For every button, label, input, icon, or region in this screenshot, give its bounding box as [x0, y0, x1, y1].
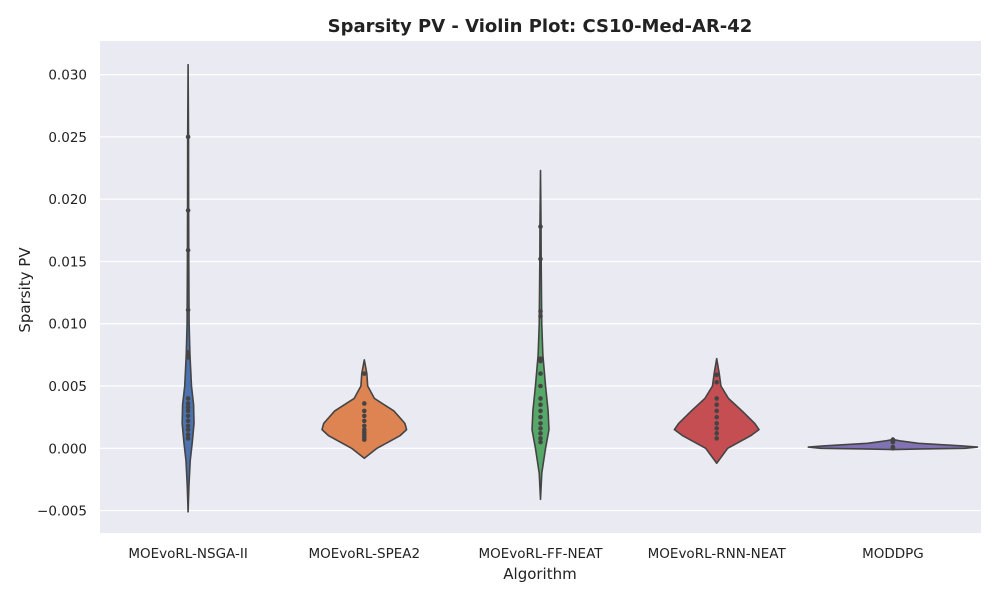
violin-moevorl-nsga-ii [181, 63, 195, 513]
y-tick-label: −0.005 [37, 504, 87, 520]
data-point [538, 358, 543, 364]
violin-moevorl-rnn-neat [673, 357, 760, 465]
data-point [185, 134, 191, 140]
violin-moddpg [807, 437, 979, 451]
data-point [538, 426, 543, 431]
data-point [714, 396, 719, 401]
data-point [538, 308, 543, 314]
data-point [538, 371, 543, 376]
data-point [714, 431, 719, 436]
data-point [890, 446, 896, 451]
y-tick-label: 0.005 [48, 379, 87, 395]
data-point [185, 432, 191, 437]
data-point [185, 436, 191, 441]
violin-body [531, 169, 550, 501]
y-tick-label: 0.010 [48, 317, 87, 333]
data-point [714, 436, 719, 441]
data-point [185, 404, 191, 410]
x-axis-label: Algorithm [503, 565, 576, 583]
data-point [185, 427, 191, 432]
data-point [538, 421, 543, 426]
y-tick-label: 0.000 [48, 441, 87, 457]
y-tick-label: 0.020 [48, 192, 87, 208]
data-point [538, 439, 543, 445]
data-point [185, 413, 191, 419]
data-point [714, 372, 719, 378]
x-tick-label: MOEvoRL-RNN-NEAT [648, 546, 787, 562]
x-tick-labels: MOEvoRL-NSGA-II MOEvoRL-SPEA2 MOEvoRL-FF-N… [128, 546, 923, 562]
data-point [362, 418, 367, 424]
violins [181, 63, 979, 513]
data-point [714, 421, 719, 426]
y-tick-label: 0.025 [48, 130, 87, 146]
data-point [185, 208, 191, 213]
x-tick-label: MOEvoRL-SPEA2 [308, 546, 420, 562]
data-point [362, 408, 367, 414]
data-point [538, 224, 543, 229]
data-point [538, 313, 543, 319]
x-tick-label: MOEvoRL-NSGA-II [128, 546, 248, 562]
violin-moevorl-spea2 [321, 359, 408, 460]
data-point [538, 414, 543, 420]
y-tick-label: 0.030 [48, 68, 87, 84]
data-point [185, 355, 191, 360]
data-point [890, 439, 896, 445]
data-point [538, 431, 543, 436]
data-point [362, 423, 367, 429]
data-point [185, 247, 191, 253]
data-point [714, 414, 719, 420]
data-point [538, 402, 543, 408]
data-point [362, 413, 367, 419]
data-point [185, 418, 191, 424]
data-point [714, 379, 719, 385]
data-point [185, 307, 191, 313]
y-tick-labels: −0.005 0.000 0.005 0.010 0.015 0.020 0.025 0.03… [37, 68, 87, 520]
data-point [185, 423, 191, 429]
data-point [362, 437, 367, 442]
data-point [714, 402, 719, 408]
data-point [362, 371, 367, 376]
data-point [185, 401, 191, 406]
violin-moevorl-ff-neat [531, 169, 550, 501]
y-tick-label: 0.015 [48, 254, 87, 270]
chart-title: Sparsity PV - Violin Plot: CS10-Med-AR-4… [328, 16, 753, 37]
y-axis-label: Sparsity PV [16, 247, 34, 333]
data-point [714, 426, 719, 431]
data-point [538, 383, 543, 389]
violin-body [181, 63, 195, 513]
data-point [714, 408, 719, 414]
x-tick-label: MODDPG [862, 546, 924, 562]
data-point [538, 256, 543, 262]
data-point [538, 436, 543, 441]
x-tick-label: MOEvoRL-FF-NEAT [478, 546, 603, 562]
data-point [538, 396, 543, 401]
data-point [362, 401, 367, 406]
data-point [538, 408, 543, 414]
data-point [185, 408, 191, 414]
data-point [185, 396, 191, 401]
